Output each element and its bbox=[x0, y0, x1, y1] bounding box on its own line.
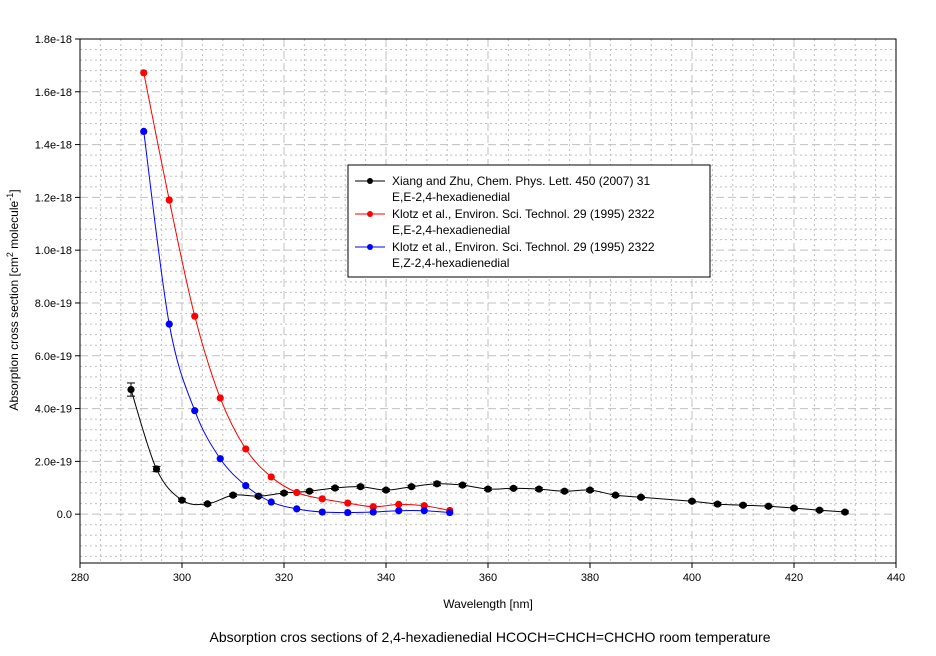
legend-marker bbox=[367, 178, 373, 184]
series-line bbox=[143, 72, 450, 511]
x-tick-label: 380 bbox=[581, 572, 599, 584]
data-point bbox=[280, 489, 288, 497]
data-point bbox=[458, 481, 467, 489]
series-line bbox=[130, 389, 846, 513]
y-tick-label: 0.0 bbox=[57, 509, 72, 521]
data-point bbox=[713, 500, 722, 508]
legend-sublabel: E,E-2,4-hexadienedial bbox=[392, 190, 510, 204]
data-point bbox=[293, 505, 301, 513]
x-tick-label: 420 bbox=[785, 572, 803, 584]
y-tick-label: 1.2e-18 bbox=[35, 192, 72, 204]
data-point bbox=[407, 483, 416, 491]
data-point bbox=[446, 508, 454, 517]
data-point bbox=[331, 484, 339, 492]
data-point bbox=[637, 493, 645, 501]
data-point bbox=[739, 501, 747, 509]
data-point bbox=[611, 491, 620, 499]
data-point bbox=[395, 507, 403, 515]
legend-label: Klotz et al., Environ. Sci. Technol. 29 … bbox=[392, 207, 655, 221]
data-point bbox=[420, 507, 428, 515]
legend-label: Xiang and Zhu, Chem. Phys. Lett. 450 (20… bbox=[392, 174, 650, 188]
data-point bbox=[165, 320, 173, 328]
data-point bbox=[203, 500, 212, 508]
data-point bbox=[484, 485, 492, 493]
data-point bbox=[191, 312, 199, 320]
data-point bbox=[509, 484, 518, 492]
data-point bbox=[560, 487, 569, 495]
data-point bbox=[229, 491, 237, 499]
series-layer bbox=[127, 69, 849, 517]
y-tick-label: 4.0e-19 bbox=[35, 404, 72, 416]
data-point bbox=[395, 500, 403, 508]
data-point bbox=[688, 497, 696, 505]
y-tick-label: 1.8e-18 bbox=[35, 34, 72, 46]
data-point bbox=[318, 508, 326, 516]
y-tick-label: 1.6e-18 bbox=[35, 87, 72, 99]
x-tick-label: 300 bbox=[173, 572, 191, 584]
data-point bbox=[369, 503, 377, 511]
grid bbox=[80, 39, 896, 563]
data-point bbox=[216, 455, 224, 463]
y-tick-label: 8.0e-19 bbox=[35, 298, 72, 310]
y-tick-label: 2.0e-19 bbox=[35, 456, 72, 468]
x-tick-label: 280 bbox=[71, 572, 89, 584]
x-tick-label: 360 bbox=[479, 572, 497, 584]
data-point bbox=[140, 127, 148, 135]
x-axis-label: Wavelength [nm] bbox=[443, 597, 533, 611]
data-point bbox=[216, 394, 224, 402]
data-point bbox=[344, 499, 352, 507]
x-tick-label: 400 bbox=[683, 572, 701, 584]
series-1 bbox=[140, 69, 454, 515]
x-tick-label: 340 bbox=[377, 572, 395, 584]
data-point bbox=[369, 508, 377, 516]
data-point bbox=[764, 502, 773, 510]
chart-title: Absorption cros sections of 2,4-hexadien… bbox=[209, 629, 770, 645]
x-tick-label: 320 bbox=[275, 572, 293, 584]
data-point bbox=[586, 486, 594, 494]
data-point bbox=[165, 196, 173, 204]
legend: Xiang and Zhu, Chem. Phys. Lett. 450 (20… bbox=[347, 164, 711, 278]
data-point bbox=[242, 445, 250, 453]
data-point bbox=[815, 506, 824, 514]
data-point bbox=[152, 465, 161, 473]
data-point bbox=[318, 495, 326, 503]
data-point bbox=[382, 486, 390, 494]
data-point bbox=[127, 385, 135, 394]
data-point bbox=[242, 482, 250, 490]
y-tick-label: 1.0e-18 bbox=[35, 245, 72, 257]
axis-ticks: 280 300 320 340 360 380 400 420 440 0.0 2.0e-19 4.0… bbox=[35, 34, 905, 584]
legend-sublabel: E,E-2,4-hexadienedial bbox=[392, 223, 510, 237]
y-axis-label: Absorption cross section [cm2 molecule-1… bbox=[5, 189, 21, 410]
data-point bbox=[178, 496, 186, 504]
data-point bbox=[191, 407, 199, 415]
data-point bbox=[790, 504, 798, 512]
data-point bbox=[267, 498, 275, 506]
series-0 bbox=[127, 382, 849, 516]
data-point bbox=[356, 483, 365, 491]
series-2 bbox=[140, 127, 454, 517]
legend-marker bbox=[367, 211, 373, 217]
data-point bbox=[305, 487, 314, 495]
legend-box bbox=[347, 164, 711, 278]
legend-marker bbox=[367, 244, 373, 250]
data-point bbox=[535, 485, 543, 493]
data-point bbox=[267, 473, 275, 481]
data-point bbox=[433, 480, 441, 488]
data-point bbox=[420, 502, 428, 510]
data-point bbox=[293, 488, 301, 497]
x-tick-label: 440 bbox=[887, 572, 905, 584]
legend-sublabel: E,Z-2,4-hexadienedial bbox=[392, 256, 509, 270]
y-tick-label: 6.0e-19 bbox=[35, 351, 72, 363]
legend-label: Klotz et al., Environ. Sci. Technol. 29 … bbox=[392, 240, 655, 254]
data-point bbox=[344, 508, 352, 517]
data-point bbox=[140, 69, 148, 77]
data-point bbox=[841, 508, 849, 516]
y-tick-label: 1.4e-18 bbox=[35, 140, 72, 152]
